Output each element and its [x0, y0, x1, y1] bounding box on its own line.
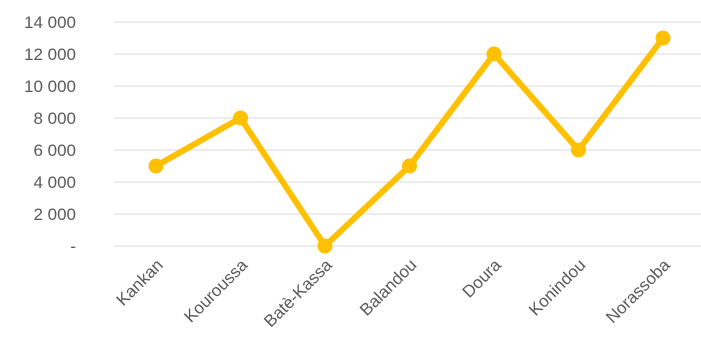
y-tick-label: - — [70, 237, 76, 256]
y-tick-label: 12 000 — [24, 45, 76, 64]
x-tick-label: Norassoba — [602, 255, 674, 327]
x-tick-label: Balandou — [356, 255, 420, 319]
x-axis-tick-labels: Kankan Kouroussa Batè-Kassa Balandou Doura Ko… — [113, 255, 675, 331]
y-tick-label: 6 000 — [33, 141, 76, 160]
data-point — [402, 158, 417, 174]
y-tick-label: 14 000 — [24, 13, 76, 32]
y-axis-tick-labels: - 2 000 4 000 6 000 8 000 10 000 12 000 14 000 — [24, 13, 76, 256]
y-tick-label: 10 000 — [24, 77, 76, 96]
series-layer — [148, 30, 671, 254]
series-line — [153, 35, 666, 249]
x-tick-label: Batè-Kassa — [260, 255, 336, 331]
x-tick-label: Konindou — [525, 255, 589, 319]
gridlines — [114, 21, 701, 247]
y-tick-label: 4 000 — [33, 173, 76, 192]
x-tick-label: Doura — [459, 255, 506, 302]
data-point — [317, 238, 333, 254]
y-tick-label: 8 000 — [33, 109, 76, 128]
data-point — [486, 46, 502, 62]
x-tick-label: Kankan — [113, 255, 167, 309]
data-point — [233, 110, 248, 126]
data-point — [655, 30, 671, 46]
data-point — [571, 142, 586, 158]
data-point — [148, 158, 164, 174]
x-tick-label: Kouroussa — [180, 255, 251, 326]
y-tick-label: 2 000 — [33, 205, 76, 224]
